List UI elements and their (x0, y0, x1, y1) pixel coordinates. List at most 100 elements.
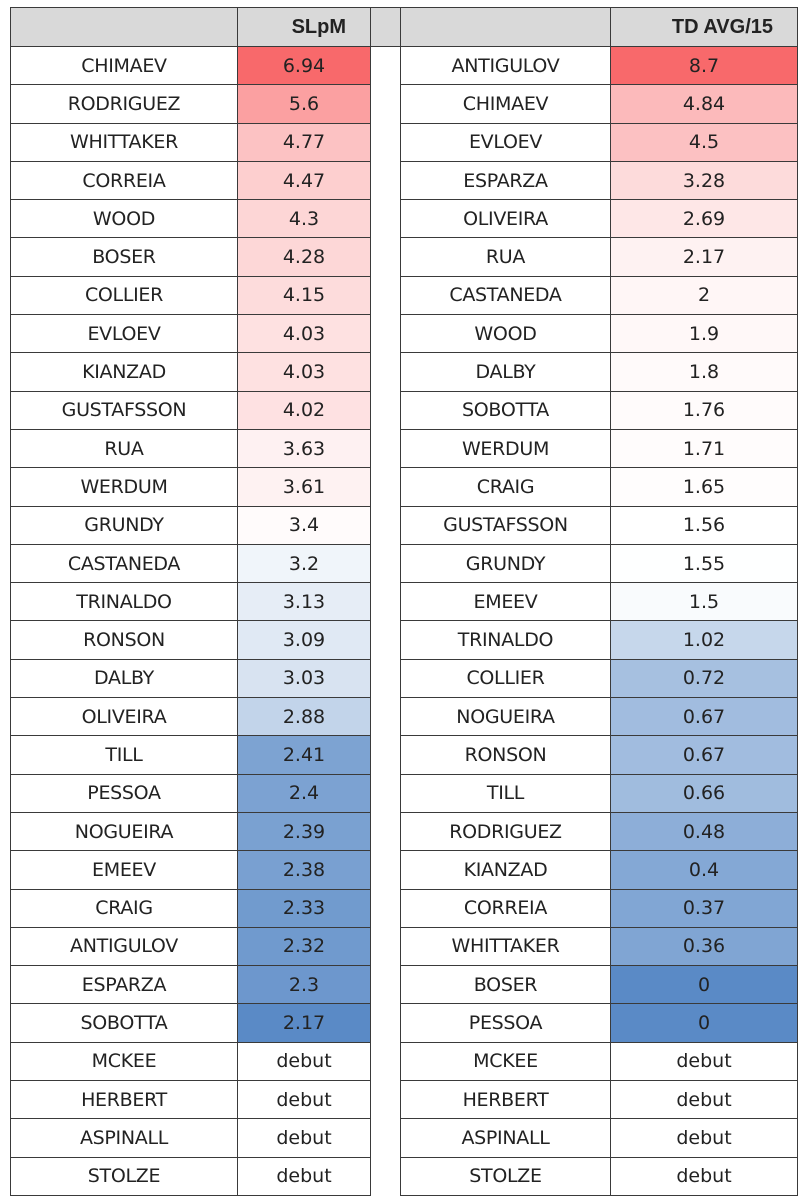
td-avg-value[interactable]: debut (610, 1041, 798, 1082)
slpm-header[interactable]: SLpM (237, 7, 371, 47)
right-fighter-name[interactable]: PESSOA (400, 1003, 611, 1043)
slpm-value[interactable]: debut (237, 1041, 371, 1082)
slpm-value[interactable]: 6.94 (237, 45, 371, 86)
td-avg-value[interactable]: 2.17 (610, 237, 798, 277)
slpm-value[interactable]: debut (237, 1156, 371, 1196)
right-fighter-name[interactable]: COLLIER (400, 658, 611, 699)
td-avg-value[interactable]: 1.76 (610, 390, 798, 430)
slpm-value[interactable]: 2.33 (237, 888, 371, 928)
right-fighter-name[interactable]: MCKEE (400, 1041, 611, 1082)
slpm-value[interactable]: 3.61 (237, 467, 371, 507)
slpm-value[interactable]: 4.3 (237, 199, 371, 239)
right-fighter-name[interactable]: OLIVEIRA (400, 199, 611, 239)
left-fighter-name[interactable]: TILL (10, 735, 238, 775)
slpm-value[interactable]: 4.15 (237, 275, 371, 316)
left-fighter-name[interactable]: ASPINALL (10, 1118, 238, 1158)
left-fighter-name[interactable]: WERDUM (10, 467, 238, 507)
left-fighter-name[interactable]: MCKEE (10, 1041, 238, 1082)
td-avg-value[interactable]: 0.72 (610, 658, 798, 699)
right-fighter-name[interactable]: HERBERT (400, 1080, 611, 1120)
td-avg-value[interactable]: debut (610, 1156, 798, 1196)
slpm-value[interactable]: 4.03 (237, 314, 371, 354)
td-avg-header[interactable]: TD AVG/15 (610, 7, 798, 47)
slpm-value[interactable]: 2.4 (237, 773, 371, 813)
slpm-value[interactable]: 2.3 (237, 965, 371, 1005)
slpm-value[interactable]: 4.77 (237, 122, 371, 162)
slpm-value[interactable]: 5.6 (237, 84, 371, 124)
left-fighter-name[interactable]: SOBOTTA (10, 1003, 238, 1043)
right-fighter-name[interactable]: WHITTAKER (400, 926, 611, 967)
right-fighter-name[interactable]: BOSER (400, 965, 611, 1005)
left-fighter-name[interactable]: ESPARZA (10, 965, 238, 1005)
left-fighter-name[interactable]: WHITTAKER (10, 122, 238, 162)
td-avg-value[interactable]: 0 (610, 1003, 798, 1043)
right-fighter-name[interactable]: STOLZE (400, 1156, 611, 1196)
slpm-value[interactable]: 3.03 (237, 658, 371, 699)
td-avg-value[interactable]: 1.5 (610, 582, 798, 622)
td-avg-value[interactable]: 0.67 (610, 735, 798, 775)
right-fighter-name[interactable]: CHIMAEV (400, 84, 611, 124)
td-avg-value[interactable]: 1.8 (610, 352, 798, 392)
right-fighter-name[interactable]: DALBY (400, 352, 611, 392)
td-avg-value[interactable]: debut (610, 1080, 798, 1120)
left-fighter-name[interactable]: PESSOA (10, 773, 238, 813)
td-avg-value[interactable]: 2 (610, 275, 798, 316)
right-fighter-name[interactable]: ANTIGULOV (400, 45, 611, 86)
td-avg-value[interactable]: 1.55 (610, 543, 798, 584)
left-fighter-name[interactable]: EVLOEV (10, 314, 238, 354)
left-fighter-name[interactable]: WOOD (10, 199, 238, 239)
td-avg-value[interactable]: 1.02 (610, 620, 798, 660)
slpm-value[interactable]: 4.28 (237, 237, 371, 277)
slpm-value[interactable]: debut (237, 1118, 371, 1158)
left-fighter-name[interactable]: GRUNDY (10, 505, 238, 545)
right-fighter-name[interactable]: GUSTAFSSON (400, 505, 611, 545)
right-fighter-name[interactable]: ESPARZA (400, 160, 611, 201)
left-fighter-name[interactable]: EMEEV (10, 850, 238, 890)
right-fighter-name[interactable]: TRINALDO (400, 620, 611, 660)
slpm-value[interactable]: 3.09 (237, 620, 371, 660)
left-fighter-name[interactable]: ANTIGULOV (10, 926, 238, 967)
right-fighter-name[interactable]: WOOD (400, 314, 611, 354)
td-avg-value[interactable]: 1.65 (610, 467, 798, 507)
td-avg-value[interactable]: 0.37 (610, 888, 798, 928)
left-fighter-name[interactable]: STOLZE (10, 1156, 238, 1196)
left-fighter-name[interactable]: DALBY (10, 658, 238, 699)
td-avg-value[interactable]: debut (610, 1118, 798, 1158)
right-fighter-name[interactable]: EMEEV (400, 582, 611, 622)
right-fighter-name[interactable]: EVLOEV (400, 122, 611, 162)
td-avg-value[interactable]: 0.4 (610, 850, 798, 890)
td-avg-value[interactable]: 3.28 (610, 160, 798, 201)
right-fighter-name[interactable]: CRAIG (400, 467, 611, 507)
right-fighter-name[interactable]: WERDUM (400, 428, 611, 469)
slpm-value[interactable]: 2.17 (237, 1003, 371, 1043)
td-avg-value[interactable]: 1.56 (610, 505, 798, 545)
left-fighter-name[interactable]: OLIVEIRA (10, 697, 238, 737)
slpm-value[interactable]: debut (237, 1080, 371, 1120)
td-avg-value[interactable]: 0 (610, 965, 798, 1005)
slpm-value[interactable]: 3.2 (237, 543, 371, 584)
slpm-value[interactable]: 4.03 (237, 352, 371, 392)
left-fighter-name[interactable]: COLLIER (10, 275, 238, 316)
slpm-value[interactable]: 4.02 (237, 390, 371, 430)
slpm-value[interactable]: 2.88 (237, 697, 371, 737)
right-fighter-name[interactable]: GRUNDY (400, 543, 611, 584)
td-avg-value[interactable]: 8.7 (610, 45, 798, 86)
td-avg-value[interactable]: 0.48 (610, 811, 798, 852)
td-avg-value[interactable]: 0.36 (610, 926, 798, 967)
left-fighter-name[interactable]: RONSON (10, 620, 238, 660)
td-avg-value[interactable]: 0.66 (610, 773, 798, 813)
right-fighter-name[interactable]: SOBOTTA (400, 390, 611, 430)
slpm-value[interactable]: 3.63 (237, 428, 371, 469)
slpm-value[interactable]: 2.32 (237, 926, 371, 967)
left-fighter-name[interactable]: GUSTAFSSON (10, 390, 238, 430)
left-fighter-name[interactable]: TRINALDO (10, 582, 238, 622)
left-fighter-name[interactable]: CASTANEDA (10, 543, 238, 584)
left-fighter-name[interactable]: CRAIG (10, 888, 238, 928)
right-fighter-name[interactable]: NOGUEIRA (400, 697, 611, 737)
left-fighter-name[interactable]: KIANZAD (10, 352, 238, 392)
left-fighter-name[interactable]: BOSER (10, 237, 238, 277)
right-fighter-name[interactable]: ASPINALL (400, 1118, 611, 1158)
right-fighter-name[interactable]: CASTANEDA (400, 275, 611, 316)
td-avg-value[interactable]: 2.69 (610, 199, 798, 239)
left-fighter-name[interactable]: RODRIGUEZ (10, 84, 238, 124)
